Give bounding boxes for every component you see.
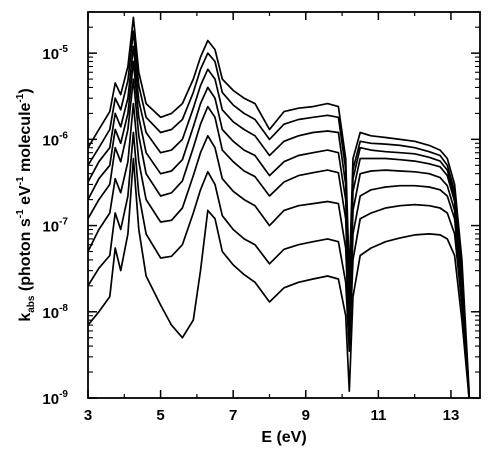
y-axis-title-sub: abs	[26, 295, 37, 313]
series-line-5	[87, 78, 470, 399]
y-axis: 10-910-810-710-610-5	[42, 11, 480, 408]
y-axis-title-exp3: -1	[15, 93, 26, 102]
y-axis-title-unit-close: )	[17, 88, 34, 93]
x-tick-label: 5	[156, 407, 164, 424]
y-tick-base: 10	[42, 391, 59, 408]
y-axis-title-unit-open: (photon s	[17, 218, 34, 295]
y-tick-label: 10-7	[42, 217, 68, 236]
y-tick-exp: -9	[59, 389, 68, 400]
y-tick-base: 10	[42, 305, 59, 322]
y-tick-base: 10	[42, 219, 59, 236]
y-tick-exp: -6	[59, 130, 68, 141]
y-tick-label: 10-6	[42, 130, 68, 149]
y-axis-title-mid1: eV	[17, 185, 34, 209]
x-tick-label: 13	[443, 407, 460, 424]
x-tick-label: 7	[229, 407, 237, 424]
y-axis-title-mid2: molecule	[17, 102, 34, 176]
y-tick-base: 10	[42, 132, 59, 149]
x-tick-label: 3	[84, 407, 92, 424]
plot-frame	[87, 11, 481, 399]
x-tick-label: 11	[370, 407, 386, 424]
y-tick-base: 10	[42, 46, 59, 63]
series-line-8	[87, 157, 470, 399]
y-axis-title-base: k	[17, 313, 34, 322]
series-line-1	[87, 16, 470, 392]
x-axis-title: E (eV)	[261, 429, 306, 446]
series-line-2	[87, 30, 470, 395]
x-tick-label: 9	[302, 407, 310, 424]
y-axis-title: kabs (photon s-1 eV-1 molecule-1)	[15, 88, 37, 321]
series-line-4	[87, 60, 470, 399]
y-tick-label: 10-8	[42, 303, 68, 322]
x-axis: 3 5 7 9 11 13	[84, 12, 459, 424]
y-tick-exp: -7	[59, 217, 68, 228]
y-tick-exp: -8	[59, 303, 68, 314]
y-tick-exp: -5	[59, 44, 68, 55]
series-line-7	[87, 131, 470, 399]
y-tick-label: 10-5	[42, 44, 68, 63]
series-line-3	[87, 45, 470, 395]
y-axis-title-exp1: -1	[15, 209, 26, 218]
y-tick-label: 10-9	[42, 389, 68, 408]
series-line-6	[87, 102, 470, 399]
series-curves	[87, 16, 470, 399]
y-axis-title-exp2: -1	[15, 176, 26, 185]
